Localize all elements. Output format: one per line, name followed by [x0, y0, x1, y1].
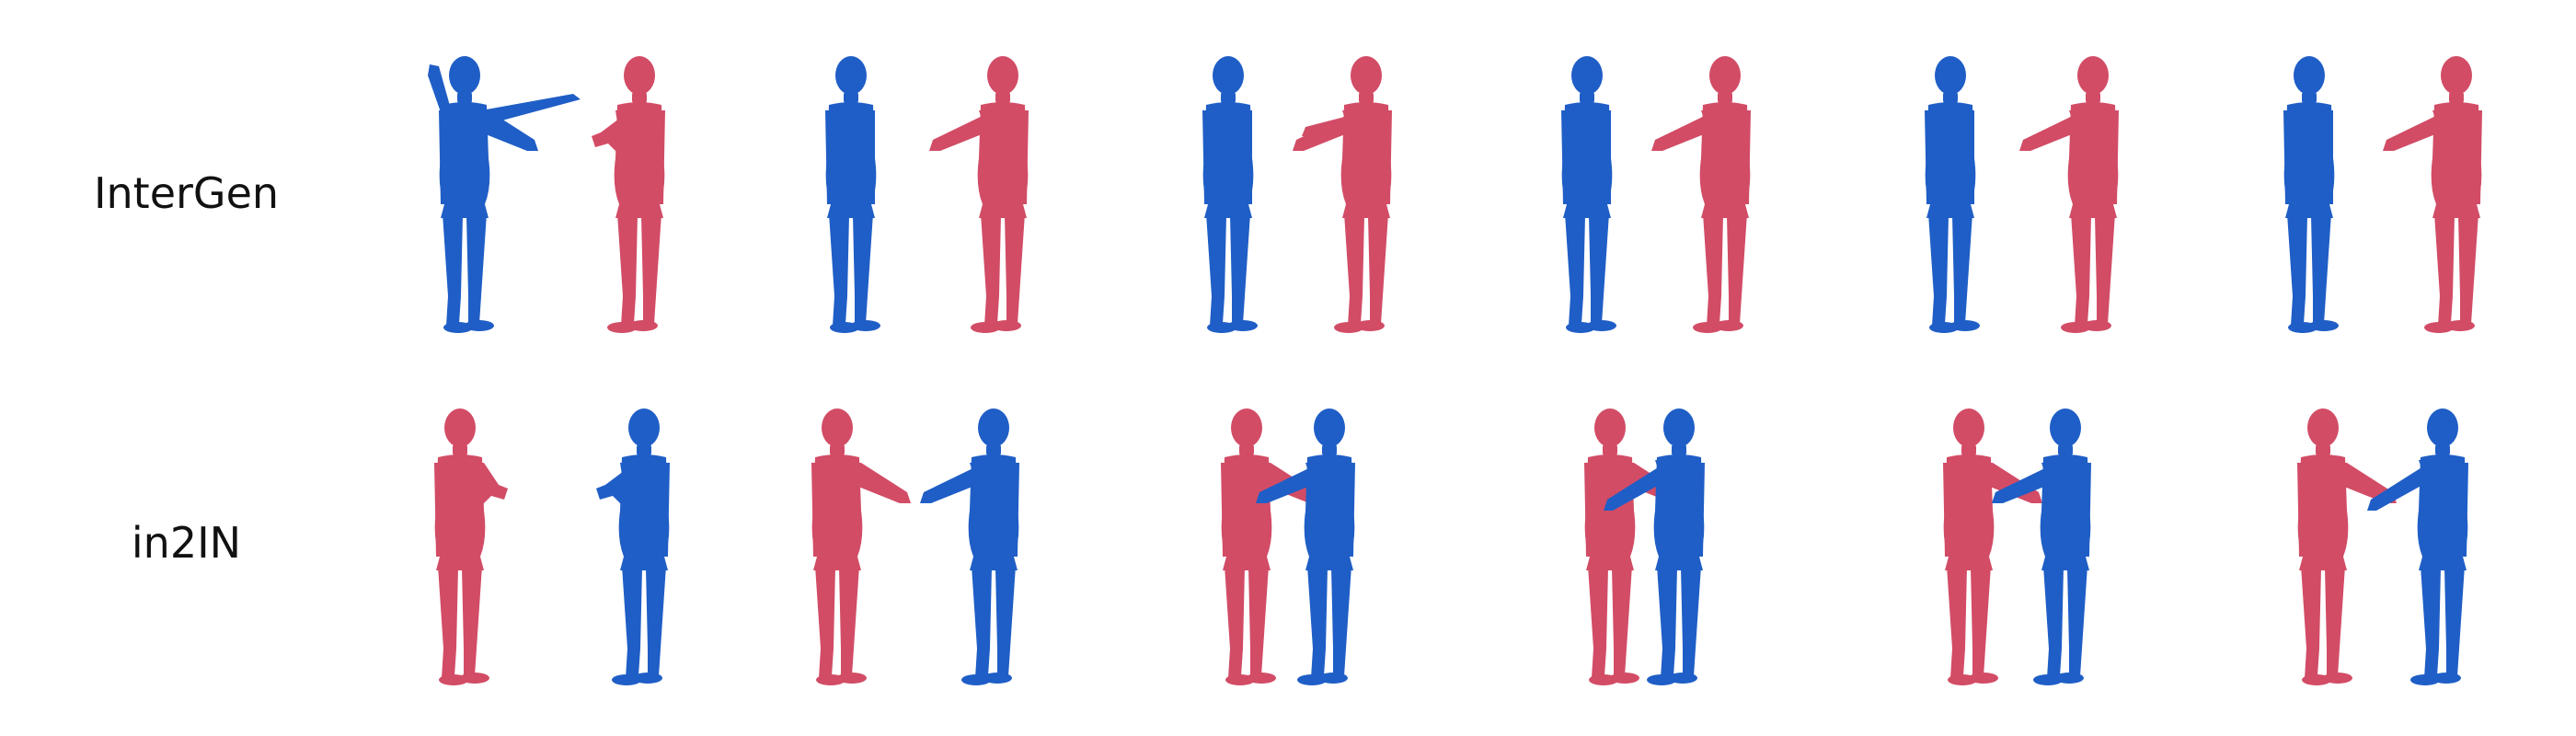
row-1-frame-5-left-figure	[2297, 408, 2397, 685]
row-1-frame-2-right-figure	[1256, 408, 1355, 685]
row-1-frame-4-right-figure	[1992, 408, 2091, 685]
row-1-frame-0-left-figure	[434, 408, 508, 685]
row-1-frame-4-left-figure	[1943, 408, 2042, 685]
row-1-frame-5-right-figure	[2367, 408, 2468, 685]
row-0-frame-3-left-figure	[1561, 56, 1616, 333]
row-0-frame-3-right-figure	[1651, 56, 1751, 333]
row-1-frame-0-right-figure	[596, 408, 670, 685]
row-0-frame-5-right-figure	[2383, 56, 2482, 333]
row-0-frame-2-right-figure	[1293, 56, 1392, 333]
row-1-frame-3-left-figure	[1584, 408, 1684, 685]
row-0-frame-4-left-figure	[1925, 56, 1980, 333]
row-1-frame-2-left-figure	[1221, 408, 1320, 685]
row-0-frame-0-right-figure	[592, 56, 665, 333]
row-1-frame-3-right-figure	[1604, 408, 1705, 685]
row-label-in2in: in2IN	[131, 518, 242, 568]
row-1-frame-1-right-figure	[920, 408, 1019, 685]
row-0-frame-1-left-figure	[825, 56, 880, 333]
row-0-frame-0-left-figure	[428, 56, 581, 333]
row-0-frame-1-right-figure	[929, 56, 1029, 333]
row-label-intergen: InterGen	[93, 168, 280, 218]
row-1-frame-1-left-figure	[811, 408, 911, 685]
row-0-frame-4-right-figure	[2019, 56, 2119, 333]
row-0-frame-2-left-figure	[1202, 56, 1258, 333]
row-0-frame-5-left-figure	[2283, 56, 2339, 333]
